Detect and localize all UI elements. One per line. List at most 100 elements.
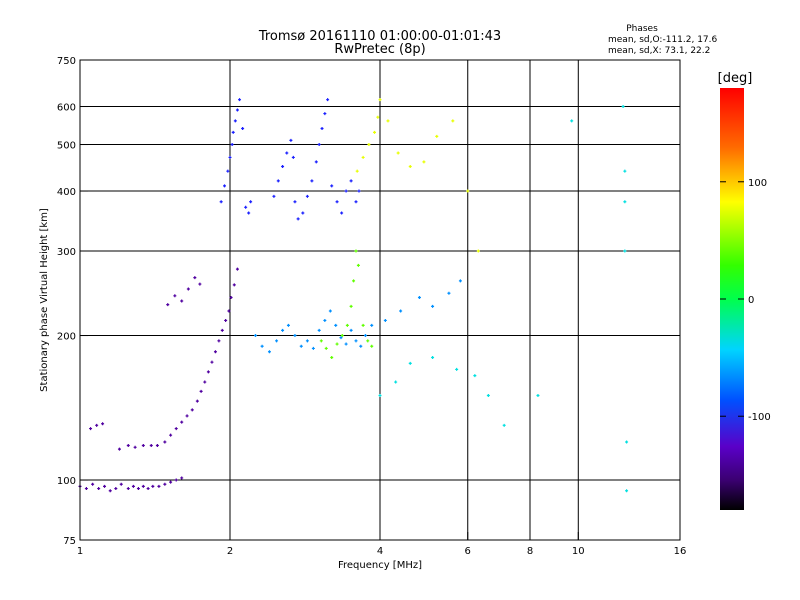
data-point	[169, 433, 173, 437]
data-point	[235, 108, 239, 112]
data-point	[417, 296, 421, 300]
data-point	[422, 160, 426, 164]
data-point	[367, 143, 371, 147]
x-tick-label: 4	[377, 546, 383, 557]
data-point	[625, 489, 629, 493]
data-point	[625, 440, 629, 444]
data-point	[378, 98, 382, 102]
data-point	[185, 414, 189, 418]
data-point	[455, 367, 459, 371]
data-point	[473, 374, 477, 378]
data-point	[193, 276, 197, 280]
y-tick-label: 200	[57, 332, 76, 343]
data-point	[103, 484, 107, 488]
data-point	[224, 318, 228, 322]
data-point	[267, 350, 271, 354]
data-point	[114, 487, 118, 491]
data-point	[149, 444, 153, 448]
data-point	[151, 484, 155, 488]
data-point	[281, 164, 285, 168]
data-point	[233, 119, 237, 123]
data-point	[293, 334, 297, 338]
data-point	[210, 360, 214, 364]
data-point	[293, 200, 297, 204]
data-point	[431, 304, 435, 308]
data-point	[344, 189, 348, 193]
data-point	[354, 200, 358, 204]
data-point	[408, 164, 412, 168]
data-point	[163, 440, 167, 444]
data-point	[238, 98, 242, 102]
data-point	[305, 339, 309, 343]
data-point	[378, 394, 382, 398]
data-point	[323, 112, 327, 116]
data-point	[621, 105, 625, 109]
chart-subtitle: RwPretec (8p)	[334, 42, 425, 57]
data-point	[89, 427, 93, 431]
grid-lines	[80, 60, 680, 540]
data-point	[141, 484, 145, 488]
data-point	[281, 328, 285, 332]
colorbar-tick-label: -100	[748, 412, 771, 423]
data-point	[363, 334, 367, 338]
data-point	[447, 291, 451, 295]
data-point	[136, 487, 140, 491]
data-point	[235, 267, 239, 271]
data-point	[275, 339, 279, 343]
data-point	[299, 344, 303, 348]
data-point	[366, 339, 370, 343]
data-point	[141, 444, 145, 448]
data-point	[355, 169, 359, 173]
colorbar-ticks: 100 0 -100	[720, 178, 771, 423]
x-tick-label: 6	[465, 546, 471, 557]
phases-o-stats: mean, sd,O:-111.2, 17.6	[608, 35, 718, 45]
data-point	[311, 346, 315, 350]
data-point	[330, 355, 334, 359]
y-tick-label: 500	[57, 141, 76, 152]
data-point	[334, 323, 338, 327]
data-point	[213, 350, 217, 354]
data-point	[623, 200, 627, 204]
data-point	[408, 361, 412, 365]
data-point	[220, 328, 224, 332]
data-point	[339, 336, 343, 340]
data-point	[335, 342, 339, 346]
data-point	[95, 423, 99, 427]
data-point	[126, 487, 130, 491]
y-tick-label: 75	[63, 536, 76, 547]
data-point	[310, 179, 314, 183]
data-point	[386, 119, 390, 123]
data-point	[623, 169, 627, 173]
data-point	[314, 160, 318, 164]
data-point	[228, 155, 232, 159]
data-point	[623, 249, 627, 253]
data-point	[356, 263, 360, 267]
chart-title: Tromsø 20161110 01:00:00-01:01:43	[258, 29, 501, 44]
data-point	[476, 249, 480, 253]
data-point	[361, 155, 365, 159]
data-point	[84, 487, 88, 491]
data-point	[195, 399, 199, 403]
y-axis-label: Stationary phase Virtual Height [km]	[39, 208, 50, 392]
data-point	[340, 334, 344, 338]
data-point	[190, 408, 194, 412]
data-point	[383, 318, 387, 322]
x-tick-label: 2	[227, 546, 233, 557]
data-point	[230, 143, 234, 147]
data-point	[91, 482, 95, 486]
data-point	[357, 189, 361, 193]
data-point	[305, 194, 309, 198]
data-point	[223, 184, 227, 188]
x-tick-label: 10	[572, 546, 585, 557]
phases-x-stats: mean, sd,X: 73.1, 22.2	[608, 46, 710, 56]
data-point	[173, 294, 177, 298]
data-point	[345, 323, 349, 327]
data-point	[231, 130, 235, 134]
data-point	[335, 200, 339, 204]
data-point	[354, 249, 358, 253]
data-point	[370, 323, 374, 327]
colorbar-tick-label: 100	[748, 178, 767, 189]
data-point	[174, 427, 178, 431]
y-tick-label: 300	[57, 247, 76, 258]
